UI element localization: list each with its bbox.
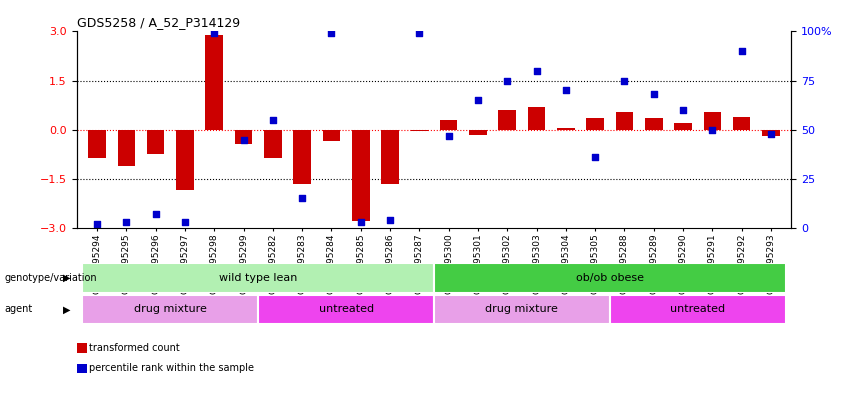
Point [529, 68, 543, 74]
Point [442, 132, 455, 139]
Point [647, 91, 660, 97]
Point [705, 127, 719, 133]
Text: genotype/variation: genotype/variation [4, 273, 97, 283]
Bar [762, 130, 780, 136]
Bar [410, 130, 428, 131]
Text: ▶: ▶ [63, 273, 71, 283]
Text: drug mixture: drug mixture [485, 305, 558, 314]
Point [559, 87, 573, 94]
Point [471, 97, 485, 103]
Bar [469, 130, 487, 135]
Bar [83, 263, 434, 293]
Bar [258, 295, 434, 324]
Bar [528, 107, 545, 130]
Point [677, 107, 690, 113]
Text: ▶: ▶ [63, 305, 71, 314]
Bar [610, 295, 785, 324]
Bar [645, 118, 663, 130]
Bar [294, 130, 311, 184]
Point [618, 77, 631, 84]
Bar [89, 130, 106, 158]
Text: wild type lean: wild type lean [219, 273, 297, 283]
Text: GDS5258 / A_52_P314129: GDS5258 / A_52_P314129 [77, 16, 240, 29]
Bar [615, 112, 633, 130]
Bar [235, 130, 253, 145]
Bar [733, 117, 751, 130]
Point [588, 154, 602, 160]
Point [266, 117, 280, 123]
Bar [434, 295, 610, 324]
Point [764, 130, 778, 137]
Point [413, 30, 426, 37]
Bar [381, 130, 399, 184]
Point [500, 77, 514, 84]
Point [178, 219, 191, 225]
Text: percentile rank within the sample: percentile rank within the sample [89, 363, 254, 373]
Bar [147, 130, 164, 154]
Text: transformed count: transformed count [89, 343, 180, 353]
Bar [704, 112, 721, 130]
Bar [323, 130, 340, 141]
Point [149, 211, 163, 217]
Bar [117, 130, 135, 166]
Bar [440, 120, 458, 130]
Bar [264, 130, 282, 158]
Bar [499, 110, 516, 130]
Bar [586, 118, 604, 130]
Bar [674, 123, 692, 130]
Point [734, 48, 748, 54]
Bar [352, 130, 369, 221]
Bar [83, 295, 258, 324]
Bar [205, 35, 223, 130]
Text: agent: agent [4, 305, 32, 314]
Point [325, 30, 339, 37]
Point [354, 219, 368, 225]
Bar [434, 263, 785, 293]
Bar [176, 130, 194, 190]
Point [383, 217, 397, 223]
Bar [557, 128, 574, 130]
Text: drug mixture: drug mixture [134, 305, 207, 314]
Text: untreated: untreated [670, 305, 725, 314]
Point [208, 30, 221, 37]
Point [295, 195, 309, 202]
Point [237, 136, 250, 143]
Text: ob/ob obese: ob/ob obese [576, 273, 644, 283]
Text: untreated: untreated [318, 305, 374, 314]
Point [90, 221, 104, 227]
Point [120, 219, 134, 225]
